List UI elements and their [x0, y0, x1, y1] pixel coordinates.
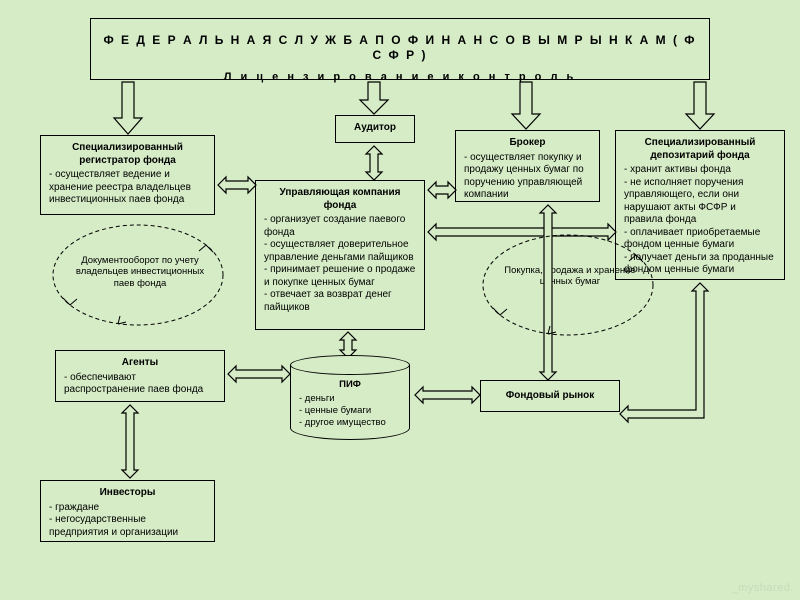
pif-body: - деньги - ценные бумаги - другое имущес… — [299, 393, 386, 428]
pif-title: ПИФ — [299, 379, 401, 391]
header-title: Ф Е Д Е Р А Л Ь Н А Я С Л У Ж Б А П О Ф … — [103, 33, 696, 62]
auditor-title: Аудитор — [344, 122, 406, 135]
manager-title: Управляющая компания фонда — [264, 187, 416, 212]
pif-top — [290, 355, 410, 375]
node-pif: ПИФ - деньги - ценные бумаги - другое им… — [290, 355, 410, 440]
node-market: Фондовый рынок — [480, 380, 620, 412]
node-auditor: Аудитор — [335, 115, 415, 143]
broker-title: Брокер — [464, 137, 591, 150]
registrar-body: - осуществляет ведение и хранение реестр… — [49, 169, 191, 205]
loop-label-right: Покупка, продажа и хранение ценных бумаг — [500, 265, 640, 288]
node-broker: Брокер - осуществляет покупку и продажу … — [455, 130, 600, 202]
watermark: _myshared. — [732, 582, 794, 594]
header-subtitle: Л и ц е н з и р о в а н и е и к о н т р … — [101, 71, 699, 85]
header-box: Ф Е Д Е Р А Л Ь Н А Я С Л У Ж Б А П О Ф … — [90, 18, 710, 80]
loop-label-left: Документооборот по учету владельцев инве… — [70, 255, 210, 289]
market-title: Фондовый рынок — [506, 390, 595, 403]
manager-body: - организует создание паевого фонда - ос… — [264, 214, 415, 313]
node-registrar: Специализированный регистратор фонда - о… — [40, 135, 215, 215]
broker-body: - осуществляет покупку и продажу ценных … — [464, 152, 584, 201]
depositary-title: Специализированный депозитарий фонда — [624, 137, 776, 162]
node-depositary: Специализированный депозитарий фонда - х… — [615, 130, 785, 280]
depositary-body: - хранит активы фонда - не исполняет пор… — [624, 164, 774, 275]
investors-body: - граждане - негосударственные предприят… — [49, 502, 178, 538]
node-investors: Инвесторы - граждане - негосударственные… — [40, 480, 215, 542]
agents-body: - обеспечивают распространение паев фонд… — [64, 372, 203, 396]
investors-title: Инвесторы — [49, 487, 206, 500]
node-manager: Управляющая компания фонда - организует … — [255, 180, 425, 330]
agents-title: Агенты — [64, 357, 216, 370]
pif-body-wrap: ПИФ - деньги - ценные бумаги - другое им… — [290, 365, 410, 440]
node-agents: Агенты - обеспечивают распространение па… — [55, 350, 225, 402]
registrar-title: Специализированный регистратор фонда — [49, 142, 206, 167]
